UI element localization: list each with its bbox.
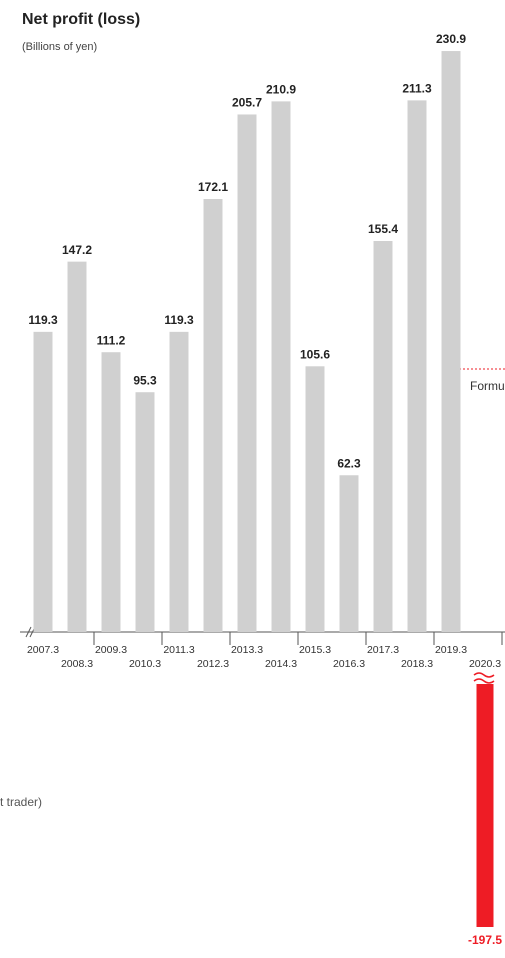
bar <box>67 261 87 632</box>
bar <box>407 100 427 632</box>
annotation: Formu <box>470 379 505 393</box>
value-label: 119.3 <box>28 313 58 327</box>
axis-break <box>25 626 32 638</box>
x-tick-label: 2011.3 <box>163 644 194 656</box>
value-label: 230.9 <box>436 32 466 46</box>
value-label: 111.2 <box>97 333 126 347</box>
bar <box>339 475 359 632</box>
annotation: t trader) <box>0 795 42 809</box>
bar <box>271 101 291 632</box>
x-tick-label: 2018.3 <box>401 658 433 670</box>
value-label: 62.3 <box>337 456 361 470</box>
bar <box>203 198 223 632</box>
bar <box>237 114 257 632</box>
value-label: 155.4 <box>368 222 398 236</box>
bar-break <box>473 672 495 684</box>
bar <box>101 352 121 632</box>
bar <box>169 331 189 632</box>
x-tick-label: 2013.3 <box>231 644 263 656</box>
x-tick-label: 2020.3 <box>469 658 501 670</box>
value-label: 172.1 <box>198 180 228 194</box>
value-label: 105.6 <box>300 347 330 361</box>
bar <box>476 684 494 927</box>
x-tick-label: 2015.3 <box>299 644 331 656</box>
value-label: 119.3 <box>164 313 194 327</box>
chart-subtitle: (Billions of yen) <box>22 41 97 53</box>
value-label: 147.2 <box>62 243 92 257</box>
bar <box>441 51 461 632</box>
value-label: 211.3 <box>402 82 432 96</box>
bar <box>135 392 155 632</box>
x-tick-label: 2009.3 <box>95 644 127 656</box>
x-tick-label: 2014.3 <box>265 658 297 670</box>
x-tick-label: 2012.3 <box>197 658 229 670</box>
bar <box>33 331 53 632</box>
x-tick-label: 2019.3 <box>435 644 467 656</box>
chart-title: Net profit (loss) <box>22 11 140 28</box>
value-label: 205.7 <box>232 96 262 110</box>
x-tick-label: 2016.3 <box>333 658 365 670</box>
bar <box>305 366 325 632</box>
x-tick-label: 2007.3 <box>27 644 59 656</box>
bar <box>373 241 393 632</box>
value-label: 210.9 <box>266 83 296 97</box>
value-label: -197.5 <box>468 933 502 947</box>
value-label: 95.3 <box>133 373 157 387</box>
x-tick-label: 2010.3 <box>129 658 161 670</box>
x-tick-label: 2017.3 <box>367 644 399 656</box>
x-tick-label: 2008.3 <box>61 658 93 670</box>
